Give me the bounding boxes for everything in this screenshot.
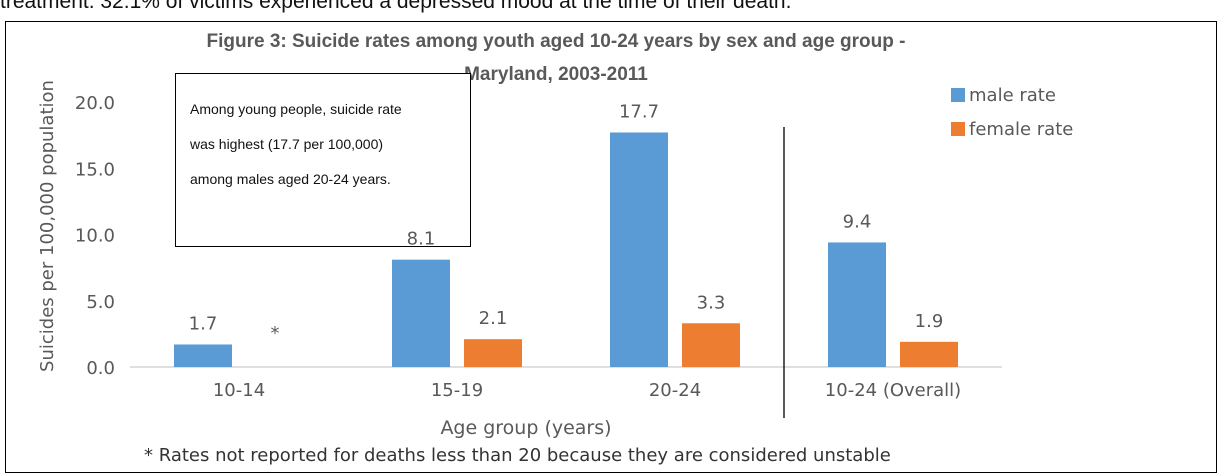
x-axis-label: Age group (years) [440,417,612,439]
chart-title-line-1: Figure 3: Suicide rates among youth aged… [206,31,906,52]
preceding-text-fragment: treatment. 32.1% of victims experienced … [0,0,792,13]
bar-female-rate [900,341,958,367]
data-label-male-rate: 1.7 [189,313,218,334]
data-label-male-rate: 8.1 [407,229,436,250]
annotation-line-1: Among young people, suicide rate [190,101,402,117]
bar-female-rate [464,339,522,367]
legend-swatch-female [951,122,965,136]
legend-label-male-rate: male rate [969,84,1056,106]
data-label-female-rate-not-reported: * [271,323,280,344]
x-tick-label: 15-19 [431,380,483,401]
y-tick-label: 15.0 [75,159,115,180]
y-tick-label: 5.0 [86,292,115,313]
chart-footnote: * Rates not reported for deaths less tha… [144,445,891,466]
bar-male-rate [828,242,886,367]
legend-item-male-rate: male rate [951,80,1056,110]
x-tick-label: 20-24 [649,380,701,401]
x-tick-label: 10-14 [213,380,265,401]
annotation-line-2: was highest (17.7 per 100,000) [190,136,384,152]
chart-legend: male rate female rate [951,76,1211,166]
bar-male-rate [610,132,668,367]
data-label-male-rate: 9.4 [843,211,872,232]
legend-label-female-rate: female rate [969,118,1074,140]
y-tick-label: 0.0 [86,358,115,379]
data-label-female-rate: 2.1 [479,308,508,329]
legend-swatch-male [951,88,965,102]
data-label-female-rate: 3.3 [697,292,726,313]
annotation-box: Among young people, suicide rate was hig… [175,73,471,247]
legend-item-female-rate: female rate [951,114,1073,144]
bar-male-rate [174,344,232,367]
y-tick-label: 10.0 [75,226,115,247]
y-tick-label: 20.0 [75,93,115,114]
annotation-line-3: among males aged 20-24 years. [190,171,391,187]
chart-title-line-2: Maryland, 2003-2011 [464,64,648,85]
data-label-male-rate: 17.7 [619,101,659,122]
data-label-female-rate: 1.9 [915,311,944,332]
x-tick-label: 10-24 (Overall) [825,380,961,401]
bar-female-rate [682,323,740,367]
bar-male-rate [392,259,450,367]
